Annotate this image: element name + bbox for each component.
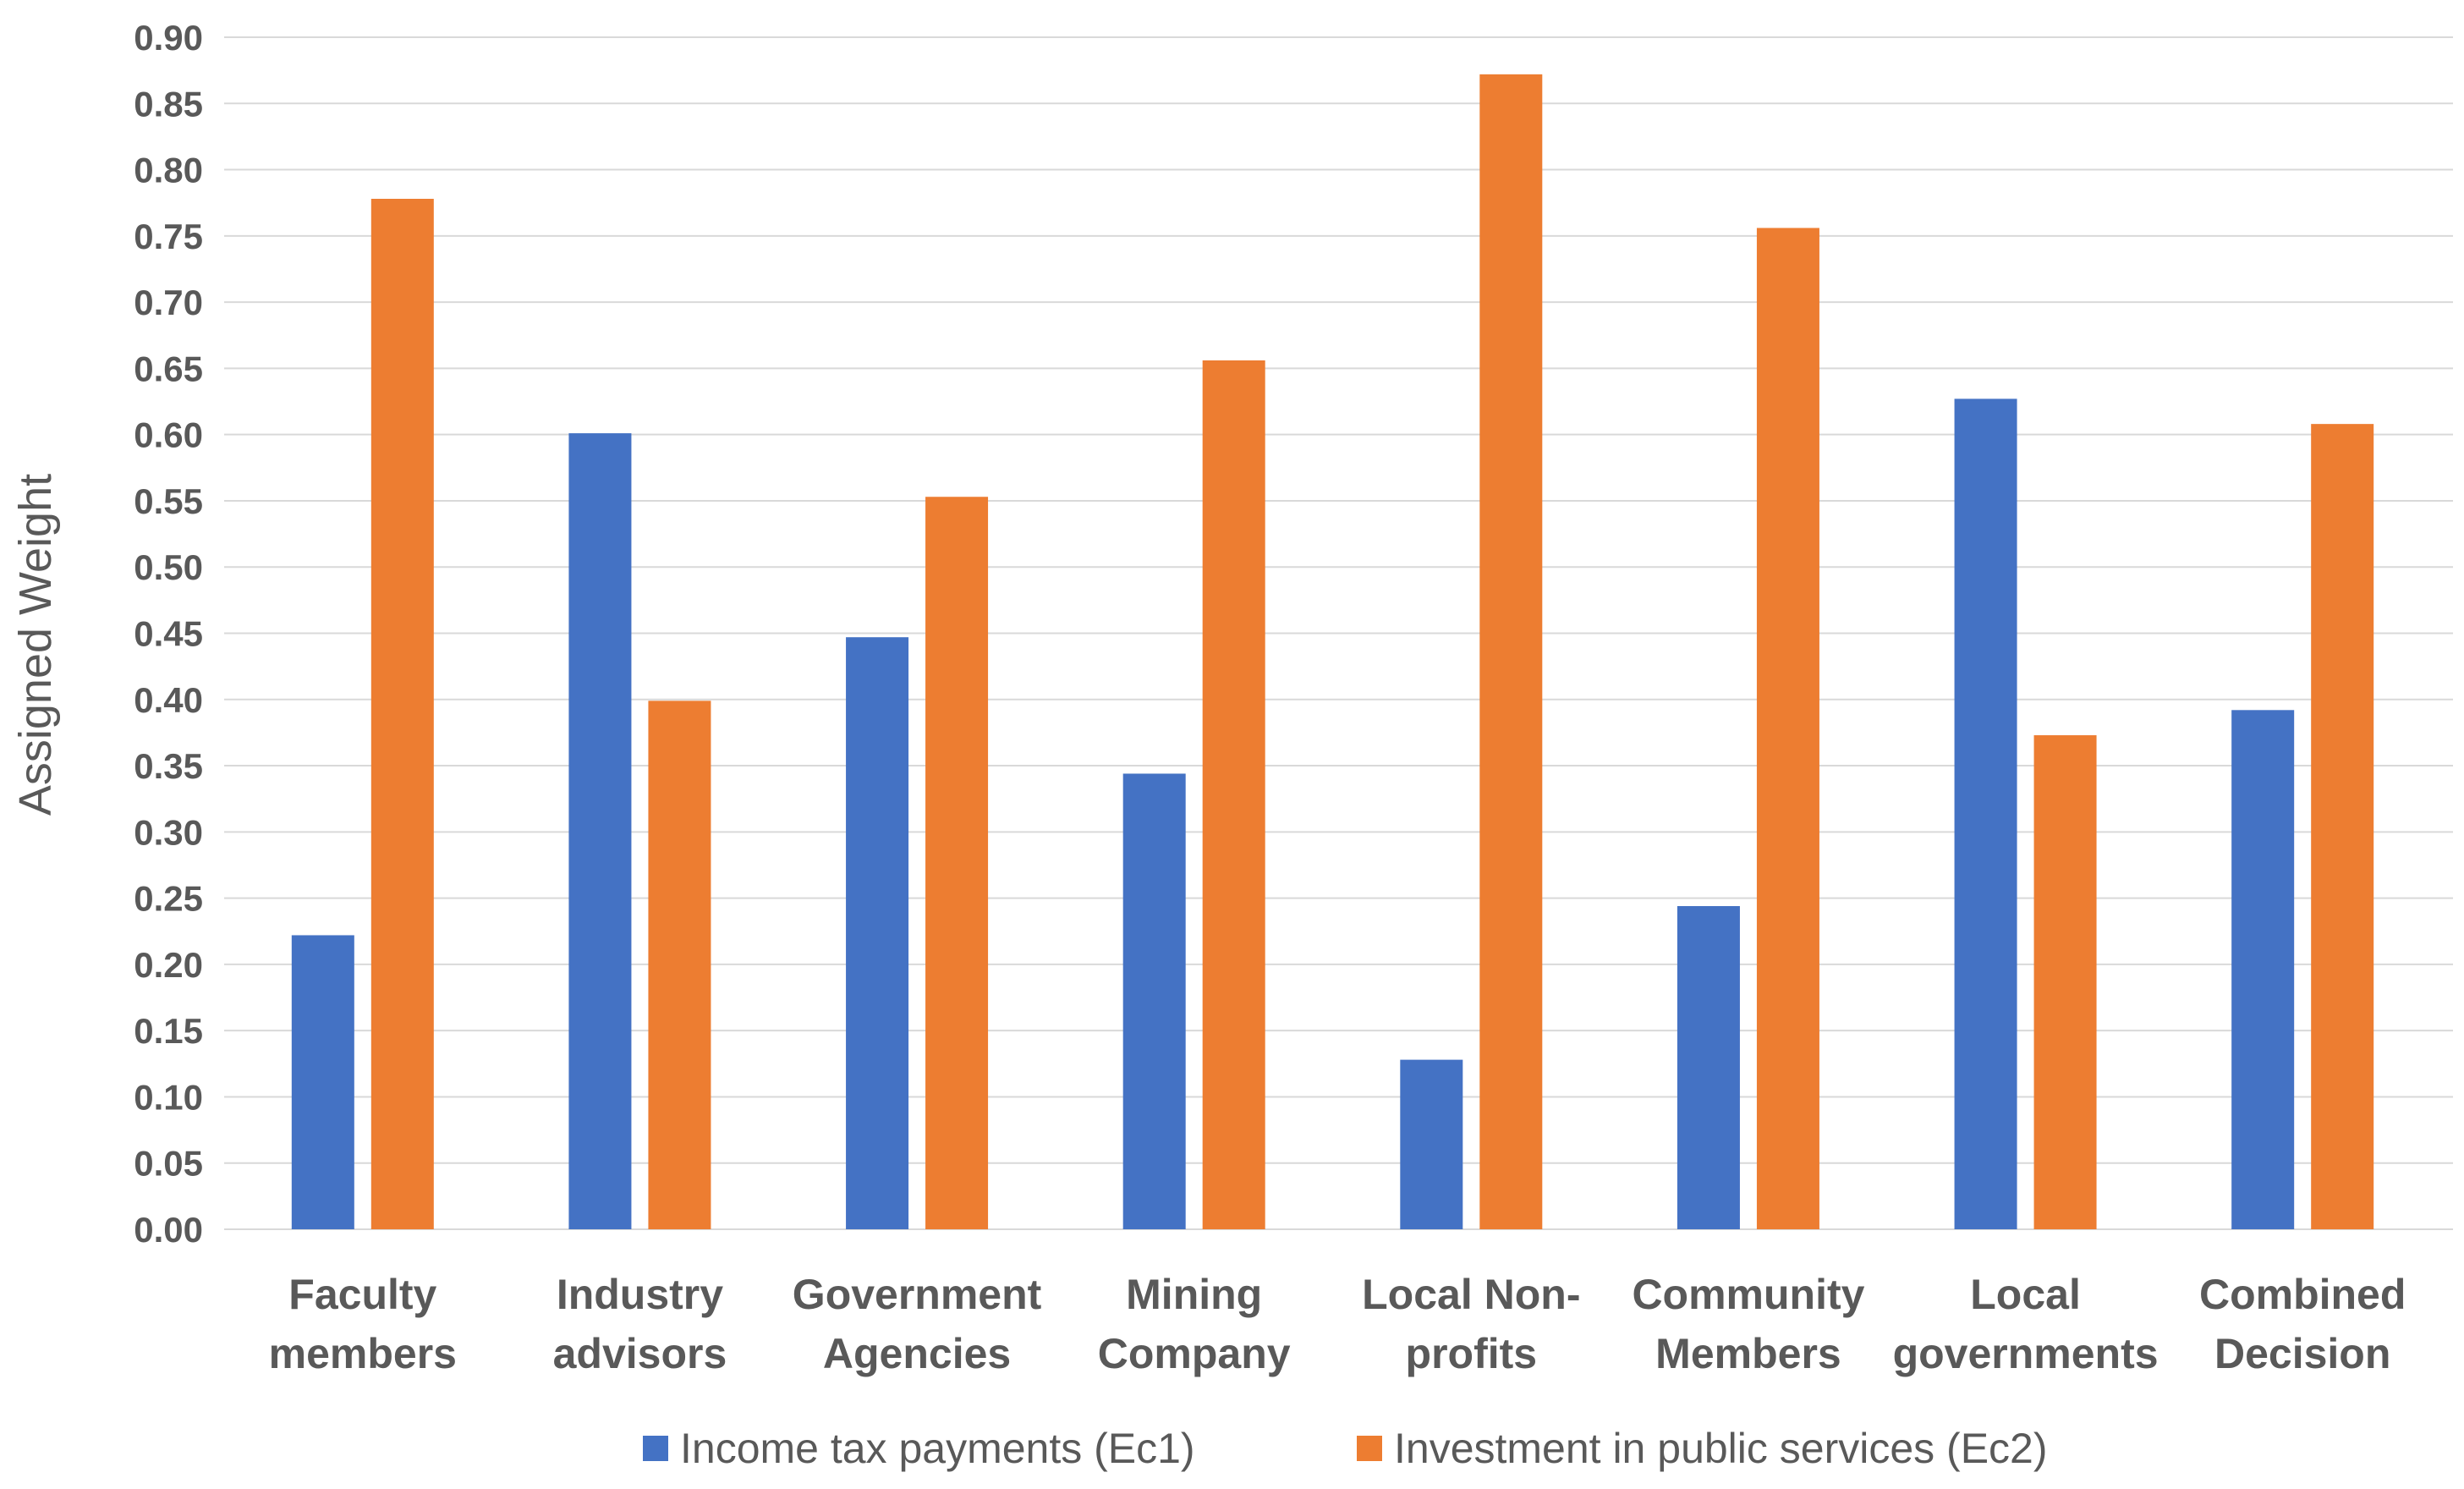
y-tick-label: 0.10 (134, 1077, 203, 1117)
y-tick-label: 0.05 (134, 1144, 203, 1184)
y-tick-label: 0.65 (134, 349, 203, 388)
y-tick-label: 0.35 (134, 746, 203, 786)
bar-ec1 (1677, 906, 1740, 1229)
bar-ec1 (1954, 398, 2017, 1229)
bar-ec2 (1479, 74, 1543, 1229)
bar-ec1 (2231, 710, 2295, 1229)
y-tick-label: 0.25 (134, 879, 203, 919)
y-tick-label: 0.45 (134, 614, 203, 654)
x-tick-label: Local governments (1893, 1271, 2159, 1377)
bar-ec2 (2033, 735, 2097, 1229)
y-axis-ticks: 0.00 0.05 0.10 0.15 0.20 0.25 0.30 0.35 0.40 0.45… (134, 18, 203, 1250)
x-tick-label: Community Members (1632, 1271, 1864, 1377)
bar-ec2 (1756, 228, 1819, 1230)
legend-label: Income tax payments (Ec1) (680, 1425, 1195, 1472)
y-tick-label: 0.20 (134, 945, 203, 985)
y-tick-label: 0.80 (134, 151, 203, 190)
bar-ec1 (568, 433, 632, 1229)
y-tick-label: 0.55 (134, 481, 203, 521)
x-tick-label: Faculty members (269, 1271, 457, 1377)
x-tick-label: Industry advisors (553, 1271, 727, 1377)
y-tick-label: 0.70 (134, 283, 203, 322)
y-tick-label: 0.90 (134, 18, 203, 58)
x-tick-label: Local Non-profits (1362, 1271, 1580, 1377)
legend-swatch (643, 1436, 668, 1461)
y-tick-label: 0.30 (134, 812, 203, 852)
y-tick-label: 0.50 (134, 547, 203, 587)
y-tick-label: 0.15 (134, 1011, 203, 1051)
y-tick-label: 0.75 (134, 217, 203, 256)
legend-label: Investment in public services (Ec2) (1394, 1425, 2048, 1472)
bar-ec1 (846, 637, 909, 1229)
bar-ec2 (648, 701, 711, 1229)
y-tick-label: 0.40 (134, 680, 203, 720)
bars (291, 74, 2374, 1230)
x-axis-ticks: Faculty members Industry advisors Government… (269, 1271, 2406, 1377)
y-axis-title: Assigned Weight (10, 474, 61, 816)
bar-ec1 (1122, 773, 1186, 1229)
bar-ec2 (1202, 360, 1265, 1229)
bar-ec1 (291, 935, 354, 1229)
x-tick-label: Government Agencies (793, 1271, 1042, 1377)
gridlines (224, 36, 2453, 1230)
y-tick-label: 0.85 (134, 84, 203, 124)
bar-ec2 (370, 198, 434, 1229)
bar-ec2 (925, 497, 989, 1229)
y-tick-label: 0.00 (134, 1210, 203, 1250)
bar-ec1 (1400, 1059, 1463, 1229)
y-tick-label: 0.60 (134, 415, 203, 455)
legend: Income tax payments (Ec1) Investment in p… (643, 1425, 2048, 1472)
x-tick-label: Mining Company (1098, 1271, 1291, 1377)
bar-ec2 (2311, 424, 2374, 1229)
legend-swatch (1357, 1436, 1382, 1461)
x-tick-label: Combined Decision (2199, 1271, 2406, 1377)
